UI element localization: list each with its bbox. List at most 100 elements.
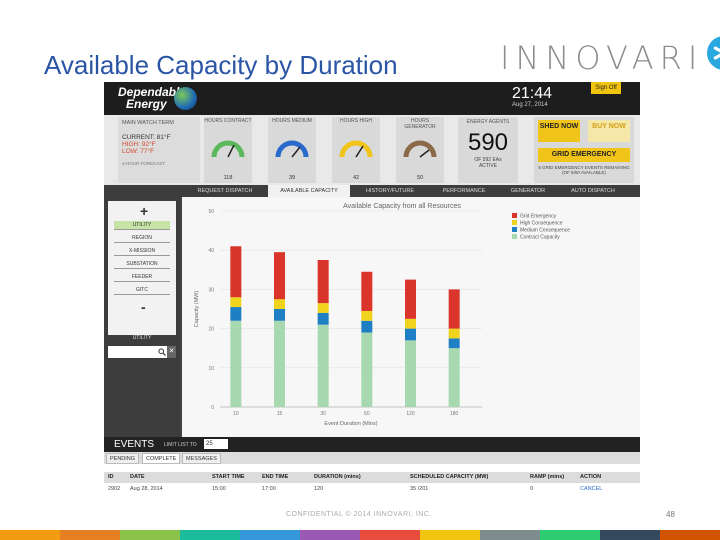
bar-segment [274,320,285,407]
limit-select[interactable]: 25 [204,439,228,449]
search-icon[interactable] [158,348,166,356]
close-icon[interactable]: ✕ [167,346,176,358]
shed-now-button[interactable]: SHED NOW [538,120,580,142]
app-header: Dependable Energy 21:44 Aug 27, 2014 Sig… [104,82,640,115]
chart-panel: Available Capacity from all Resources 0 10… [182,197,640,437]
legend-label: Medium Consequence [520,228,570,234]
x-tick-label: 120 [406,411,415,417]
hierarchy-item-x-mission[interactable]: X-MISSION [114,247,170,256]
y-axis-label: Capacity (MW) [194,291,200,328]
weather-panel: MAIN WATCH TERM CURRENT: 81°F HIGH: 92°F… [118,117,200,183]
bar-segment [405,340,416,407]
tab-performance[interactable]: PERFORMANCE [442,188,486,194]
gauge-high[interactable]: HOURS HIGH 42 [332,117,380,183]
grid-emergency-button[interactable]: GRID EMERGENCY [538,148,630,162]
capacity-chart: Available Capacity from all Resources 0 10… [182,197,640,437]
legend-label: Contract Capacity [520,235,560,241]
page-number: 48 [666,510,675,519]
bar-segment [361,320,373,333]
clock-date: Aug 27, 2014 [512,102,548,108]
y-tick-label: 30 [208,287,214,293]
events-title: EVENTS [114,439,155,450]
gauge-generator[interactable]: HOURS GENERATOR 50 [396,117,444,183]
x-tick-label: 60 [364,411,370,417]
bar-segment [405,279,416,319]
tab-generator[interactable]: GENERATOR [510,188,546,194]
chart-title: Available Capacity from all Resources [343,203,461,210]
sign-off-button[interactable]: Sign Off [591,82,621,94]
legend-swatch [512,220,517,225]
hierarchy-item-feeder[interactable]: FEEDER [114,273,170,282]
color-strip-segment [0,530,60,540]
plus-icon[interactable]: + [140,203,149,219]
tab-available-capacity[interactable]: AVAILABLE CAPACITY [268,185,350,197]
tab-messages[interactable]: MESSAGES [182,453,221,464]
footer-text: CONFIDENTIAL © 2014 INNOVARI, INC. [286,511,432,518]
clock: 21:44 [512,85,553,102]
events-table-header: ID DATE START TIME END TIME DURATION (mi… [104,472,640,483]
legend-swatch [512,213,517,218]
color-strip-segment [180,530,240,540]
bar-segment [405,318,416,329]
color-strip-segment [660,530,720,540]
tab-auto-dispatch[interactable]: AUTO DISPATCH [571,188,615,194]
minus-icon[interactable]: - [141,299,146,315]
innovari-logo: INNOVARI [500,36,720,77]
gauge-dial-icon [275,140,309,158]
footer-color-strip [0,530,720,540]
slide-title: Available Capacity by Duration [44,50,398,80]
hierarchy-item-region[interactable]: REGION [114,234,170,243]
events-tabs: PENDING COMPLETE MESSAGES [104,452,640,464]
gauge-contract[interactable]: HOURS CONTRACT 118 [204,117,252,183]
hierarchy-footer: UTILITY [132,335,152,341]
hierarchy-item-substation[interactable]: SUBSTATION [114,260,170,269]
tab-complete[interactable]: COMPLETE [142,453,181,464]
action-panel: SHED NOW BUY NOW GRID EMERGENCY 5 GRID E… [534,117,634,183]
bar-segment [274,299,285,309]
buy-now-button[interactable]: BUY NOW [588,120,630,142]
gauge-dial-icon [339,140,373,158]
bar-segment [317,260,329,304]
legend-label: High Consequence [520,221,563,227]
hierarchy-item-gitc[interactable]: GITC [114,286,170,295]
color-strip-segment [360,530,420,540]
cancel-link[interactable]: CANCEL [580,486,603,492]
tab-request-dispatch[interactable]: REQUEST DISPATCH [197,188,253,194]
gauge-dial-icon [211,140,245,158]
hierarchy-list: + UTILITY REGION X-MISSION SUBSTATION FE… [108,201,176,335]
bar-segment [361,271,373,311]
x-tick-label: 15 [277,411,283,417]
legend-swatch [512,234,517,239]
bar-segment [448,328,460,339]
color-strip-segment [240,530,300,540]
x-axis-label: Event Duration (Mins) [324,421,377,427]
hierarchy-search[interactable]: ✕ [108,346,176,358]
legend-swatch [512,227,517,232]
gauge-dial-icon [403,140,437,158]
y-tick-label: 10 [208,366,214,372]
bar-segment [405,328,416,341]
y-tick-label: 20 [208,327,214,333]
tab-system-hierarchy[interactable]: SYSTEM HIERARCHY [113,179,171,185]
table-row[interactable]: 2902 Aug 28, 2014 15:00 17:00 120 35 /20… [104,484,640,495]
limit-label: LIMIT LIST TO [164,442,197,448]
globe-icon [174,87,197,110]
x-tick-label: 10 [233,411,239,417]
events-header: EVENTS LIMIT LIST TO 25 [104,437,640,452]
color-strip-segment [120,530,180,540]
tab-pending[interactable]: PENDING [106,453,140,464]
tab-history-future[interactable]: HISTORY/FUTURE [365,188,415,194]
bar-segment [317,324,329,407]
brand-name: Dependable Energy [118,85,187,111]
bar-segment [230,246,242,298]
bar-segment [317,312,329,325]
color-strip-segment [300,530,360,540]
gauge-medium[interactable]: HOURS MEDIUM 39 [268,117,316,183]
hierarchy-item-utility[interactable]: UTILITY [114,221,170,230]
hierarchy-sidebar: + UTILITY REGION X-MISSION SUBSTATION FE… [104,197,180,437]
bar-segment [317,303,329,313]
legend-label: Grid Emergency [520,214,557,220]
bar-segment [230,307,242,321]
grid-emergency-note: 5 GRID EMERGENCY EVENTS REMAINING (OF 5/… [538,165,630,175]
